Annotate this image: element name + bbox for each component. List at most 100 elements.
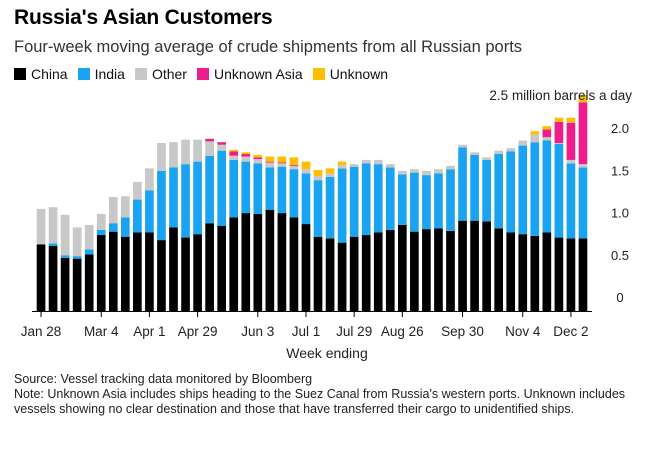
bar-unknown-45 bbox=[578, 94, 588, 103]
bar-india-37 bbox=[482, 159, 491, 222]
bar-other-30 bbox=[397, 170, 407, 175]
bar-india-38 bbox=[494, 154, 504, 229]
bar-china-33 bbox=[434, 228, 443, 311]
bar-other-32 bbox=[422, 170, 431, 176]
bar-other-14 bbox=[205, 141, 214, 156]
bar-india-30 bbox=[397, 174, 407, 225]
bar-india-7 bbox=[120, 217, 130, 237]
chart-notes: Source: Vessel tracking data monitored b… bbox=[14, 372, 654, 417]
y-tick-label-1: 0.5 bbox=[611, 248, 629, 263]
legend-label-other: Other bbox=[151, 66, 187, 82]
bar-china-8 bbox=[133, 232, 142, 311]
bar-india-14 bbox=[205, 155, 214, 224]
chart-title: Russia's Asian Customers bbox=[14, 6, 273, 29]
bar-other-15 bbox=[217, 144, 227, 151]
x-tick-label-3: Apr 29 bbox=[178, 324, 218, 339]
bar-unknown-25 bbox=[337, 161, 347, 165]
bar-china-14 bbox=[205, 223, 214, 311]
y-tick-label-4: 2.0 bbox=[611, 121, 629, 136]
bar-unknown-20 bbox=[277, 156, 287, 163]
bar-unknown-21 bbox=[289, 157, 299, 165]
bar-china-40 bbox=[518, 234, 528, 311]
bar-other-33 bbox=[434, 169, 443, 174]
bar-other-31 bbox=[410, 169, 419, 173]
bar-other-20 bbox=[277, 163, 287, 167]
bar-china-12 bbox=[181, 237, 190, 311]
legend-item-unknown: Unknown bbox=[312, 66, 389, 82]
bar-other-19 bbox=[265, 162, 275, 168]
bar-china-34 bbox=[446, 230, 455, 311]
bar-other-28 bbox=[373, 159, 383, 165]
bar-unknown-asia-20 bbox=[277, 162, 287, 164]
bar-india-41 bbox=[530, 142, 540, 236]
bar-other-24 bbox=[325, 173, 335, 177]
bar-china-38 bbox=[494, 228, 504, 311]
x-tick-label-10: Dec 2 bbox=[553, 324, 588, 339]
bar-other-10 bbox=[157, 143, 166, 171]
bar-china-1 bbox=[48, 246, 58, 311]
bar-china-41 bbox=[530, 235, 540, 311]
bar-india-22 bbox=[301, 173, 311, 225]
bar-india-18 bbox=[253, 163, 263, 214]
bar-india-20 bbox=[277, 166, 287, 214]
bar-china-3 bbox=[72, 258, 82, 311]
bar-china-45 bbox=[578, 238, 588, 311]
bar-india-3 bbox=[72, 256, 82, 259]
bar-china-2 bbox=[60, 257, 70, 311]
bar-india-6 bbox=[108, 223, 118, 232]
bar-other-2 bbox=[60, 214, 70, 256]
bar-china-13 bbox=[193, 234, 202, 311]
legend-label-unknown: Unknown bbox=[329, 66, 389, 82]
bar-india-9 bbox=[145, 190, 154, 233]
bar-china-9 bbox=[145, 232, 154, 311]
bar-china-4 bbox=[84, 254, 94, 311]
bar-unknown-asia-44 bbox=[566, 122, 576, 160]
bar-china-28 bbox=[373, 232, 383, 311]
bar-india-5 bbox=[96, 229, 106, 236]
bar-other-39 bbox=[506, 148, 516, 152]
bar-other-22 bbox=[301, 169, 311, 174]
legend-item-india: India bbox=[77, 66, 125, 82]
bar-india-15 bbox=[217, 150, 227, 226]
bar-other-3 bbox=[72, 227, 82, 257]
bar-india-12 bbox=[181, 164, 190, 238]
bar-china-15 bbox=[217, 225, 227, 311]
bar-other-6 bbox=[108, 197, 118, 224]
bar-india-19 bbox=[265, 167, 275, 210]
bar-unknown-asia-21 bbox=[289, 164, 299, 166]
legend-swatch-other bbox=[134, 68, 147, 80]
bar-india-34 bbox=[446, 169, 455, 231]
bar-india-45 bbox=[578, 167, 588, 239]
x-tick-label-1: Mar 4 bbox=[84, 324, 119, 339]
bar-unknown-asia-45 bbox=[578, 102, 588, 165]
x-tick-label-0: Jan 28 bbox=[21, 324, 62, 339]
bar-china-26 bbox=[349, 236, 359, 311]
bar-india-26 bbox=[349, 166, 359, 237]
bar-other-7 bbox=[120, 196, 130, 218]
x-tick-label-6: Jul 29 bbox=[336, 324, 372, 339]
bar-india-4 bbox=[84, 249, 94, 255]
legend-swatch-unknown bbox=[312, 68, 325, 80]
x-tick-label-2: Apr 1 bbox=[133, 324, 165, 339]
bar-other-40 bbox=[518, 140, 528, 146]
bar-other-5 bbox=[96, 213, 106, 230]
bar-unknown-asia-19 bbox=[265, 161, 275, 163]
x-tick-label-5: Jul 1 bbox=[292, 324, 321, 339]
bar-india-23 bbox=[313, 180, 323, 237]
bar-china-31 bbox=[410, 231, 419, 311]
bar-india-39 bbox=[506, 151, 516, 233]
bar-unknown-42 bbox=[542, 126, 552, 130]
bar-other-45 bbox=[578, 164, 588, 168]
bar-india-44 bbox=[566, 163, 576, 239]
bar-other-9 bbox=[145, 168, 154, 191]
bar-china-35 bbox=[458, 220, 467, 311]
bar-india-11 bbox=[169, 167, 178, 228]
legend: China India Other Unknown Asia Unknown bbox=[14, 66, 398, 82]
bar-india-16 bbox=[229, 159, 239, 218]
bar-china-5 bbox=[96, 235, 106, 311]
bar-china-25 bbox=[337, 242, 347, 311]
legend-swatch-china bbox=[14, 68, 26, 80]
bar-china-39 bbox=[506, 232, 516, 311]
x-axis-label: Week ending bbox=[286, 345, 367, 361]
